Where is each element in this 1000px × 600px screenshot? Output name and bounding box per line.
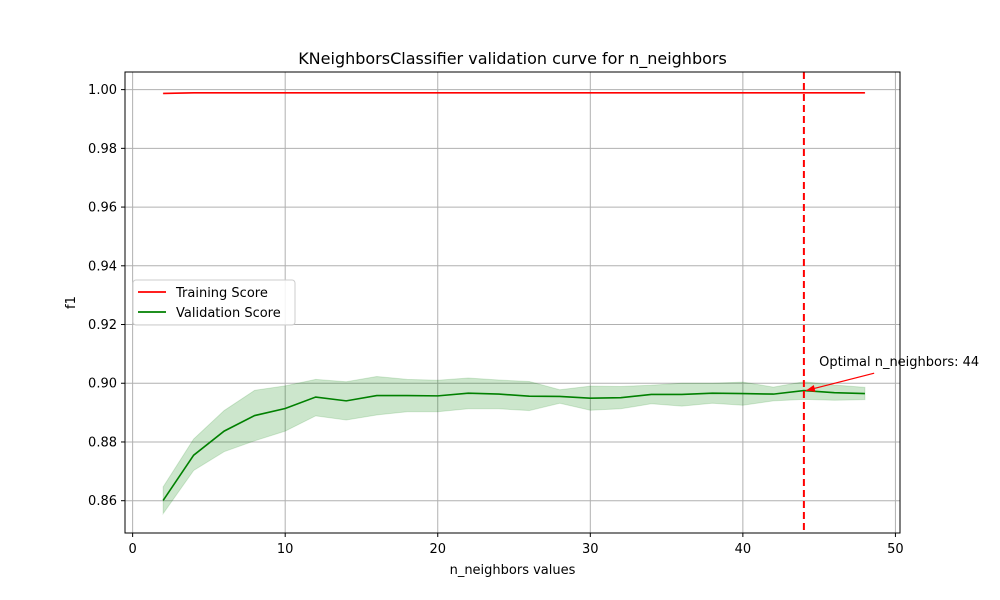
y-axis-label: f1 <box>64 296 79 309</box>
legend-label-validation: Validation Score <box>176 306 281 321</box>
legend-label-training: Training Score <box>175 286 268 301</box>
x-tick-label: 50 <box>887 542 904 557</box>
annotation-arrow-line <box>805 372 875 392</box>
y-tick-label: 1.00 <box>88 83 117 98</box>
y-tick-label: 0.88 <box>88 435 117 450</box>
y-tick-label: 0.94 <box>88 259 117 274</box>
x-tick-label: 40 <box>735 542 752 557</box>
x-axis-label: n_neighbors values <box>450 563 576 578</box>
y-tick-label: 0.96 <box>88 201 117 216</box>
series-line-training <box>163 92 865 95</box>
x-tick-label: 0 <box>128 542 136 557</box>
y-tick-label: 0.90 <box>88 377 117 392</box>
y-tick-label: 0.86 <box>88 494 117 509</box>
axes-frame <box>124 71 901 534</box>
annotation-text: Optimal n_neighbors: 44 <box>819 355 979 370</box>
y-tick-label: 0.92 <box>88 318 117 333</box>
chart-title: KNeighborsClassifier validation curve fo… <box>298 49 727 69</box>
series-line-validation <box>162 389 865 501</box>
annotation-arrow-head <box>805 385 816 392</box>
legend-box <box>132 279 296 326</box>
x-tick-label: 10 <box>277 542 294 557</box>
x-tick-label: 30 <box>582 542 599 557</box>
plot-area: Optimal n_neighbors: 44 0 10 20 30 40 50 0.86 0.… <box>88 71 979 557</box>
legend: Training Score Validation Score <box>132 279 296 326</box>
y-tick-label: 0.98 <box>88 142 117 157</box>
series-band-validation <box>162 375 866 516</box>
x-tick-label: 20 <box>429 542 446 557</box>
